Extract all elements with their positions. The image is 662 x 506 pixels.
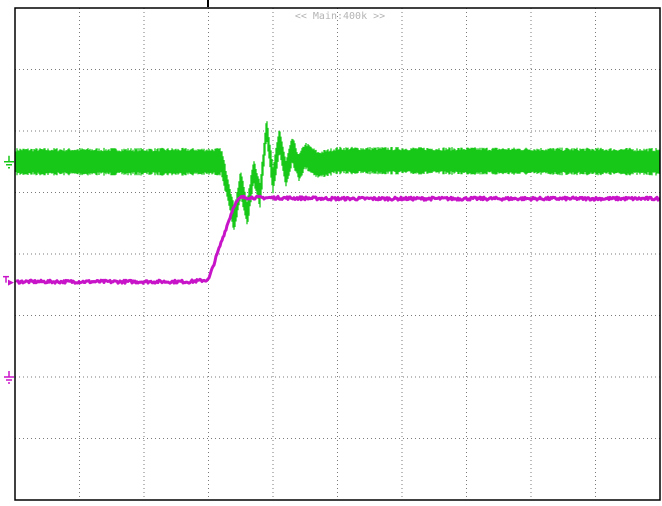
- graticule: [15, 8, 660, 500]
- memory-position-label: << Main:400k >>: [295, 11, 385, 22]
- ch1-trace: [15, 121, 660, 230]
- ch1-ground-icon: [4, 155, 14, 169]
- screen-frame: [14, 7, 661, 501]
- ch2-trace: [15, 194, 661, 285]
- ch2-level-icon: [3, 275, 14, 286]
- ch2-ground-icon: [4, 371, 14, 384]
- ground-markers: [3, 155, 14, 384]
- trace-layer: [15, 121, 661, 285]
